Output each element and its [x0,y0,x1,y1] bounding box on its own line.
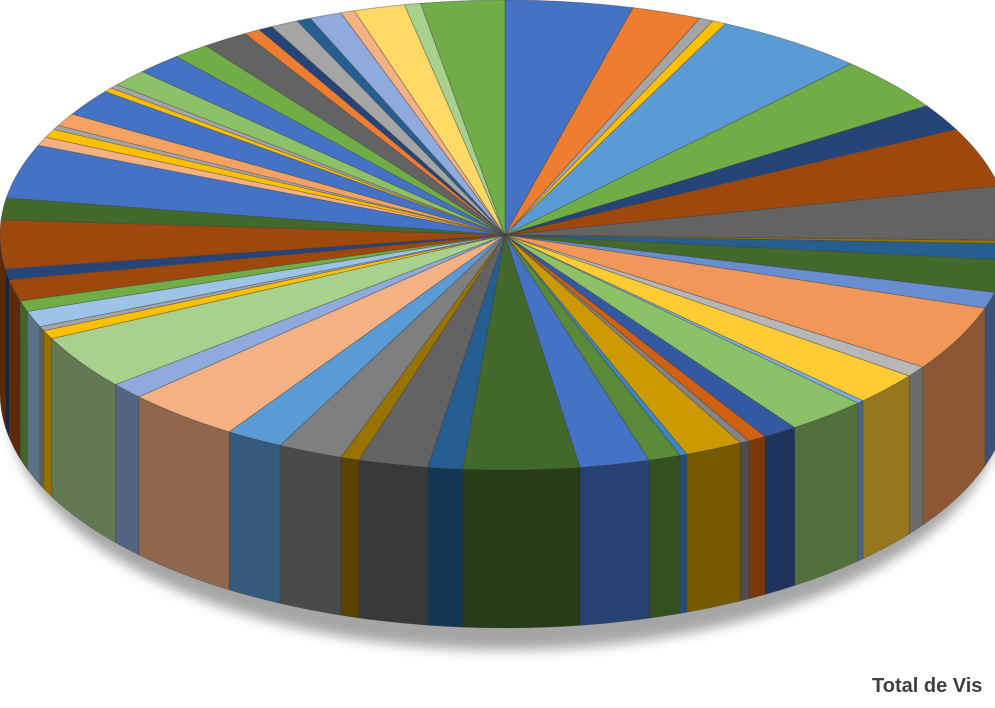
pie-slice-side-19 [764,427,795,595]
pie-slice-2 [504,7,701,236]
pie-slice-25 [504,234,650,468]
pie-slice-36 [39,234,506,332]
pie-slice-20 [504,234,766,442]
pie-slice-26 [462,234,581,471]
pie-slice-47 [57,113,506,236]
pie-slice-61 [353,4,506,236]
pie-slice-7 [504,105,957,236]
pie-slice-19 [504,234,796,437]
pie-slice-11 [504,234,995,260]
pie-slice-9 [504,186,995,241]
pie-slice-31 [228,234,506,446]
pie-slice-38 [19,234,506,312]
pie-slice-side-35 [43,329,53,498]
pie-slice-side-30 [279,445,342,616]
pie-slice-side-27 [427,466,463,628]
pie-slice-52 [141,56,506,236]
pie-slice-side-40 [4,268,10,438]
pie-slice-49 [104,87,506,236]
pie-slice-46 [53,125,506,236]
pie-slice-48 [71,90,506,236]
pie-slice-side-36 [39,325,45,490]
pie-slice-55 [244,29,506,236]
pie-slice-18 [504,234,859,428]
pie-slice-15 [504,234,924,377]
pie-slice-51 [116,71,506,236]
pie-slice-32 [137,234,506,433]
pie-slice-45 [44,128,506,236]
pie-slice-side-33 [115,384,140,556]
pie-slice-54 [204,33,506,236]
pie-slice-side-31 [228,431,281,604]
pie-slice-5 [504,23,853,236]
pie-slice-50 [110,84,506,236]
pie-slice-28 [358,234,506,468]
pie-slice-41 [0,219,506,270]
pie-slice-43 [5,144,506,236]
pie-slice-34 [50,234,506,386]
pie-slice-side-29 [340,456,360,619]
pie-slice-22 [504,234,742,455]
chart-caption: Total de Vis [872,675,983,697]
pie-slice-60 [340,10,506,236]
pie-slice-27 [427,234,506,470]
pie-slice-30 [279,234,506,458]
pie-slice-14 [504,234,986,368]
pie-slice-35 [43,234,506,340]
pie-slice-side-21 [740,440,749,602]
pie-slice-44 [37,136,506,236]
pie-slice-42 [0,197,506,236]
pie-slice-59 [309,12,506,236]
pie-slice-side-26 [462,467,581,629]
pie-slice-side-37 [27,310,41,486]
pie-slice-16 [504,234,911,402]
pie-slice-39 [8,234,506,302]
pie-slice-40 [4,234,506,281]
pie-slice-side-25 [579,459,650,626]
pie-slice-side-17 [857,400,864,562]
pie-slice-29 [340,234,506,461]
pie-slice-4 [504,20,727,236]
pie-sides [0,234,995,629]
pie-slice-side-39 [8,279,21,460]
pie-slice-23 [504,234,688,456]
pie-slice-58 [296,17,506,236]
pie-slice-side-24 [648,455,681,619]
pie-slice-side-13 [984,292,995,468]
pie-slice-6 [504,63,928,236]
pie-slice-side-18 [794,402,859,586]
pie-slice-57 [270,20,506,236]
pie-slice-24 [504,234,681,461]
pie-slice-62 [403,2,506,236]
pie-slice-side-28 [358,459,428,626]
pie-top [0,0,995,471]
pie-slice-side-16 [862,375,910,560]
pie-slice-17 [504,234,864,404]
pie-slice-side-23 [679,453,688,614]
pie-slice-63 [420,0,506,236]
pie-slice-3 [504,17,714,236]
pie-slice-8 [504,128,995,236]
pie-slice-10 [504,234,995,244]
pie-slice-side-20 [748,436,766,600]
pie-slice-53 [175,45,506,236]
pie-slice-side-38 [19,299,28,471]
pie-slice-side-15 [908,366,924,535]
pie-slice-37 [26,234,506,328]
pie-slice-33 [114,234,506,398]
pie-slice-56 [258,26,506,236]
pie-slice-1 [504,0,634,237]
pie-slice-21 [504,234,750,444]
pie-slice-side-22 [686,442,741,613]
